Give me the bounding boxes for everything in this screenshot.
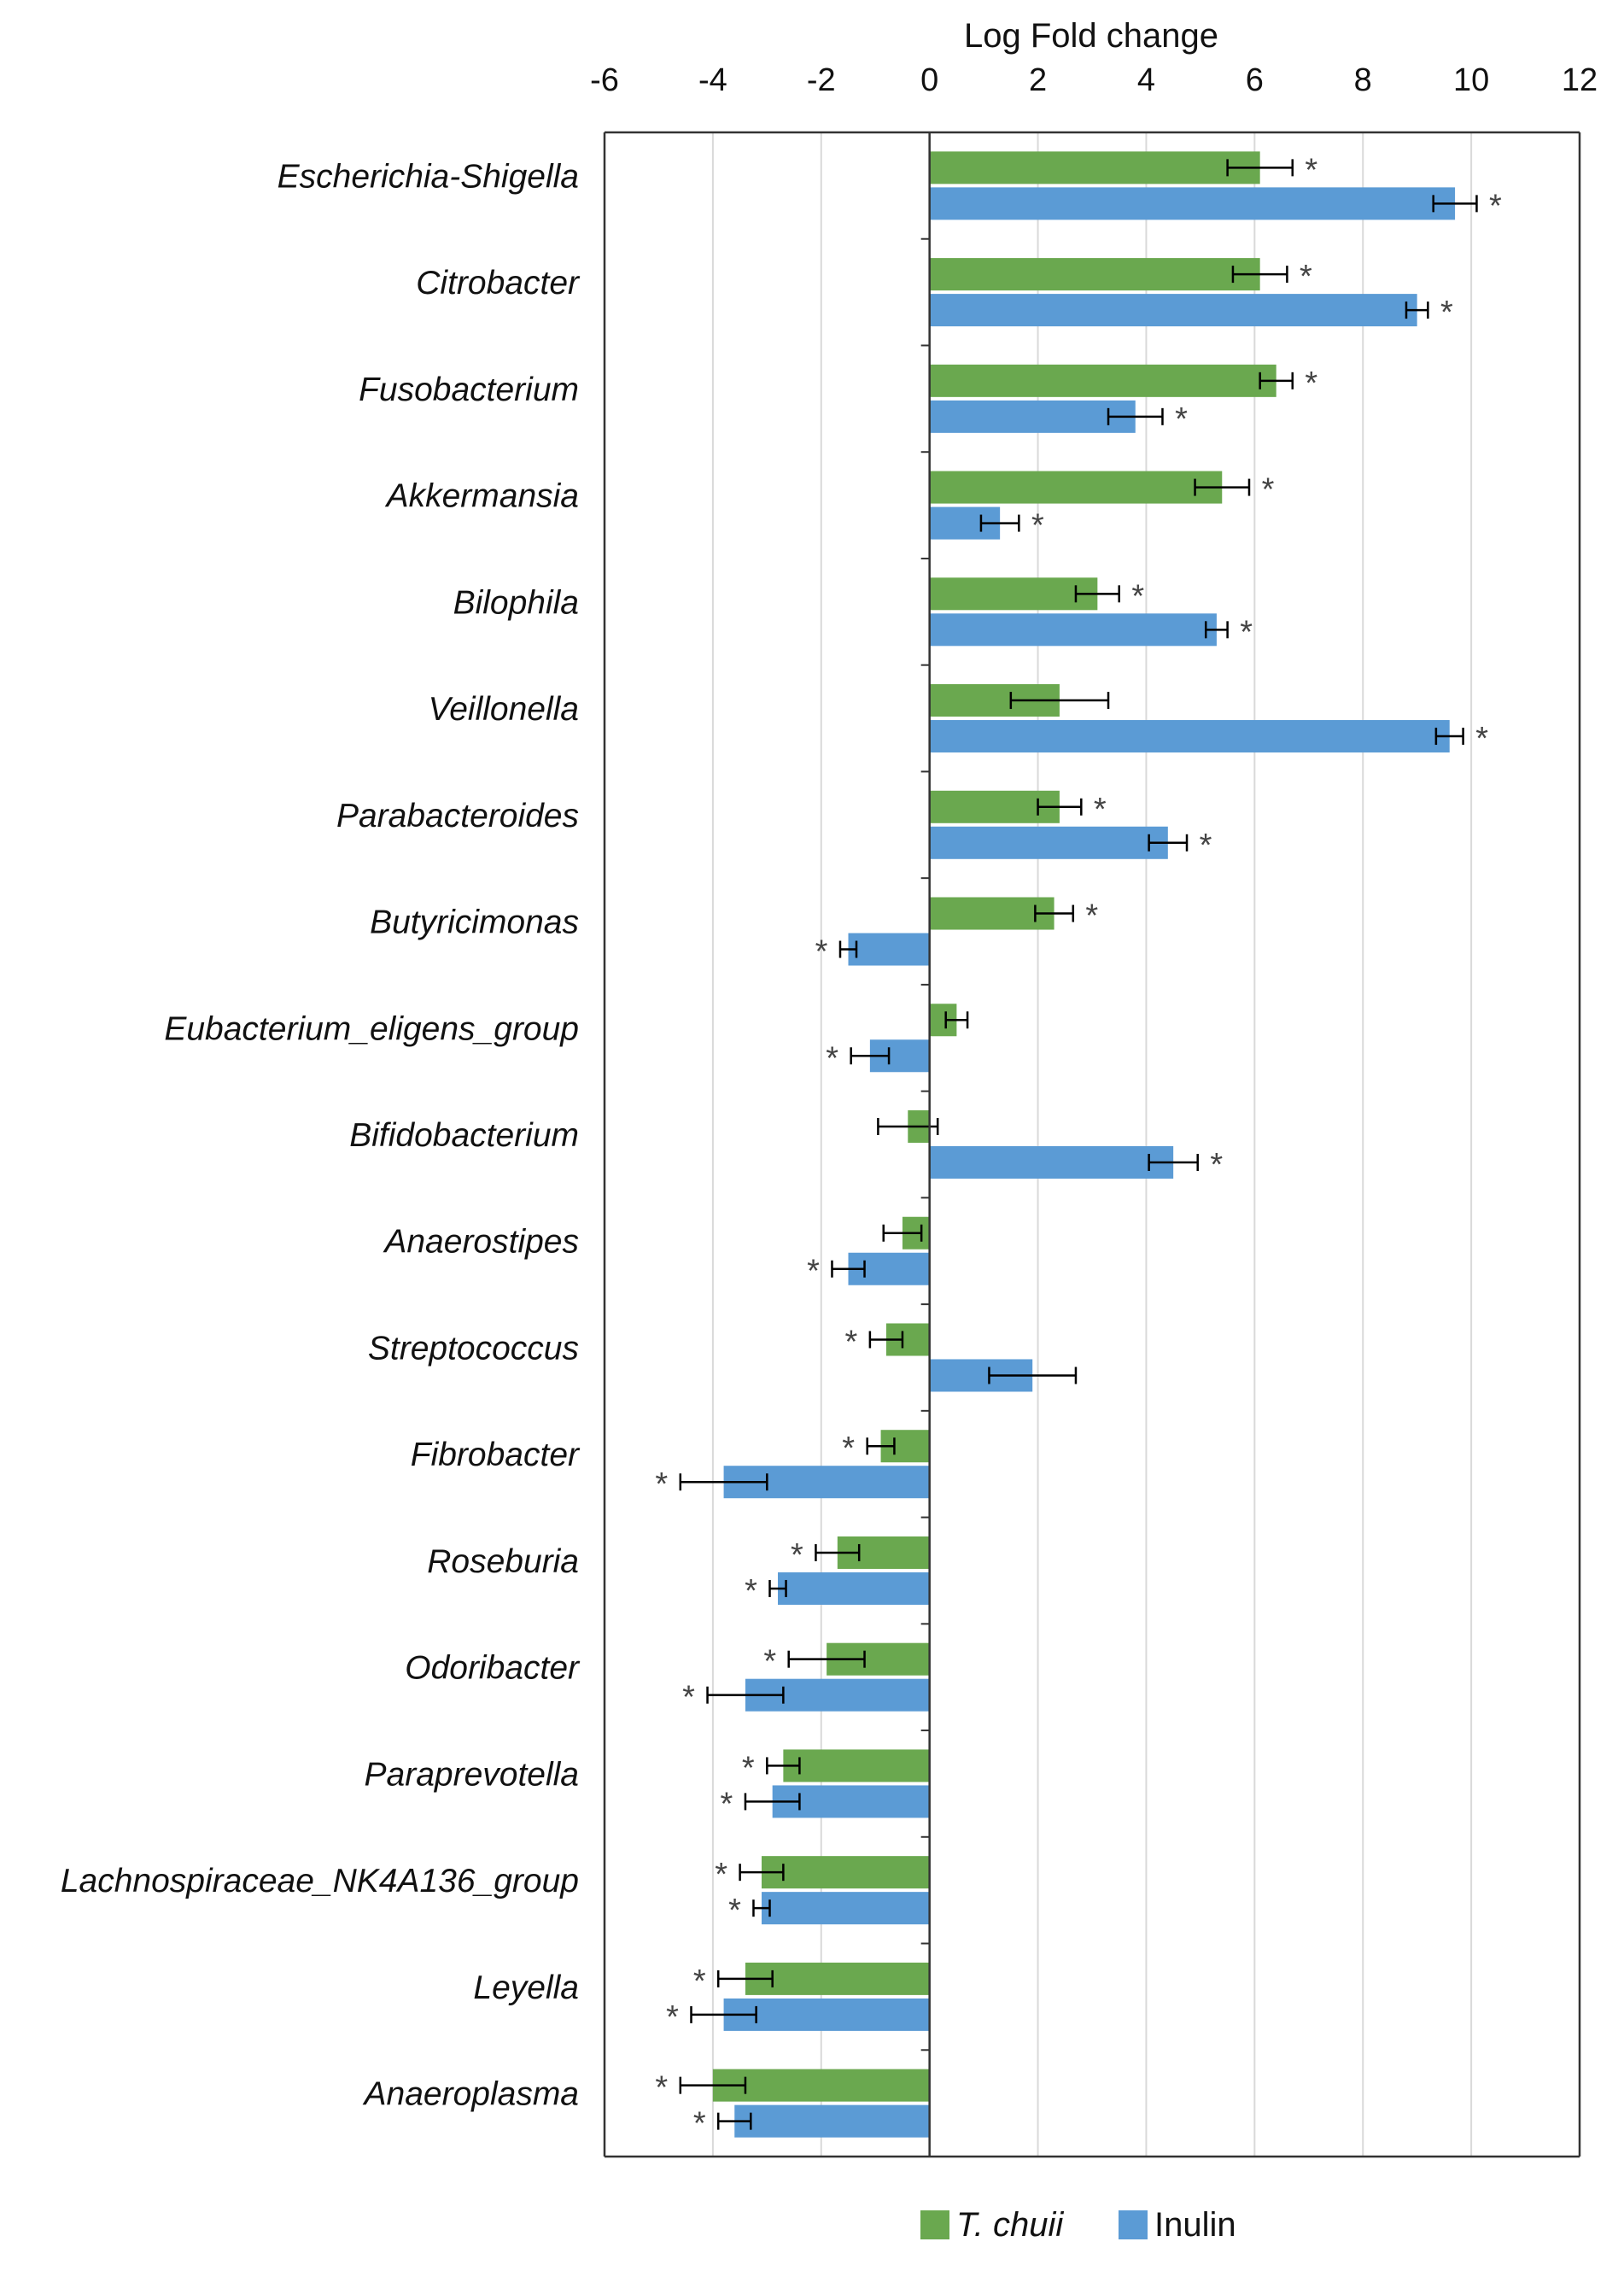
category-label: Eubacterium_eligens_group xyxy=(164,1010,579,1047)
bars: ********************************* xyxy=(655,151,1502,2142)
bar-inulin xyxy=(778,1572,930,1605)
bar-t-chuii xyxy=(761,1856,930,1889)
bar-t-chuii xyxy=(783,1749,930,1782)
significance-marker: * xyxy=(1175,401,1188,437)
significance-marker: * xyxy=(728,1893,741,1929)
significance-marker: * xyxy=(844,1324,857,1360)
x-tick-label: 0 xyxy=(920,62,938,98)
category-label: Escherichia-Shigella xyxy=(277,158,579,195)
significance-marker: * xyxy=(1489,188,1502,224)
significance-marker: * xyxy=(1240,614,1253,650)
significance-marker: * xyxy=(682,1680,695,1716)
legend-swatch-inulin xyxy=(1119,2210,1148,2239)
x-tick-label: 6 xyxy=(1246,62,1264,98)
significance-marker: * xyxy=(842,1431,855,1466)
legend-label-inulin: Inulin xyxy=(1154,2206,1236,2244)
bar-inulin xyxy=(734,2104,930,2138)
category-label: Citrobacter xyxy=(416,265,581,301)
legend-label-t-chuii: T. chuii xyxy=(956,2206,1064,2244)
significance-marker: * xyxy=(693,1964,706,1999)
significance-marker: * xyxy=(1300,259,1312,295)
category-label: Butyricimonas xyxy=(370,904,579,941)
legend-swatch-t-chuii xyxy=(920,2210,949,2239)
significance-marker: * xyxy=(1210,1147,1223,1183)
significance-marker: * xyxy=(655,1466,668,1502)
category-label: Bilophila xyxy=(453,584,579,621)
significance-marker: * xyxy=(815,934,828,970)
significance-marker: * xyxy=(763,1644,776,1680)
significance-marker: * xyxy=(1262,472,1275,508)
significance-marker: * xyxy=(1200,828,1212,863)
bar-inulin xyxy=(929,187,1456,220)
category-label: Fusobacterium xyxy=(359,372,579,408)
category-label: Parabacteroides xyxy=(336,798,579,834)
significance-marker: * xyxy=(715,1857,727,1893)
x-tick-label: 4 xyxy=(1137,62,1155,98)
bar-inulin xyxy=(929,826,1168,859)
significance-marker: * xyxy=(1305,366,1317,401)
significance-marker: * xyxy=(826,1040,838,1076)
significance-marker: * xyxy=(742,1750,755,1786)
category-label: Fibrobacter xyxy=(411,1437,581,1473)
bar-t-chuii xyxy=(929,151,1260,184)
x-tick-label: 8 xyxy=(1354,62,1372,98)
significance-marker: * xyxy=(1085,898,1098,934)
category-label: Akkermansia xyxy=(385,478,579,515)
bar-t-chuii xyxy=(929,577,1098,611)
significance-marker: * xyxy=(1305,152,1317,188)
significance-marker: * xyxy=(1475,721,1488,757)
significance-marker: * xyxy=(655,2070,668,2106)
bar-inulin xyxy=(929,400,1136,433)
x-axis-title: Log Fold change xyxy=(964,17,1218,55)
category-label: Lachnospiraceae_NK4A136_group xyxy=(61,1863,579,1899)
category-label: Paraprevotella xyxy=(365,1756,579,1793)
bar-t-chuii xyxy=(929,258,1260,291)
x-tick-label: -4 xyxy=(698,62,727,98)
axes: -6 -4 -2 0 2 4 6 8 10 12 Escherichia-Shigella Citro… xyxy=(61,62,1598,2158)
bar-t-chuii xyxy=(929,897,1054,930)
significance-marker: * xyxy=(807,1254,820,1290)
bar-inulin xyxy=(761,1892,930,1925)
significance-marker: * xyxy=(693,2106,706,2142)
significance-marker: * xyxy=(1031,508,1044,544)
bar-inulin xyxy=(929,720,1450,753)
bar-t-chuii xyxy=(929,364,1276,397)
category-label: Leyella xyxy=(473,1970,579,2006)
significance-marker: * xyxy=(1131,578,1144,614)
category-label: Bifidobacterium xyxy=(349,1117,579,1154)
bar-inulin xyxy=(929,613,1217,647)
x-tick-label: 12 xyxy=(1562,62,1598,98)
bar-inulin xyxy=(929,1146,1174,1179)
category-label: Streptococcus xyxy=(368,1330,579,1367)
significance-marker: * xyxy=(745,1573,757,1609)
bar-inulin xyxy=(723,1998,930,2031)
x-tick-label: 2 xyxy=(1029,62,1047,98)
x-tick-label: -6 xyxy=(590,62,619,98)
x-tick-label: 10 xyxy=(1453,62,1489,98)
bar-inulin xyxy=(929,294,1417,327)
gridlines xyxy=(711,132,1473,2157)
significance-marker: * xyxy=(1440,295,1453,331)
significance-marker: * xyxy=(666,1999,679,2035)
bar-t-chuii xyxy=(745,1962,930,1995)
legend: T. chuii Inulin xyxy=(920,2206,1236,2244)
category-label: Anaeroplasma xyxy=(363,2076,579,2113)
bar-inulin xyxy=(848,933,930,966)
significance-marker: * xyxy=(791,1537,803,1573)
significance-marker: * xyxy=(1094,792,1107,828)
significance-marker: * xyxy=(721,1786,733,1822)
category-label: Anaerostipes xyxy=(383,1224,579,1261)
bar-t-chuii xyxy=(712,2069,930,2102)
category-label: Veillonella xyxy=(429,691,579,728)
bar-t-chuii xyxy=(929,471,1223,504)
category-label: Odoribacter xyxy=(405,1650,581,1687)
x-tick-label: -2 xyxy=(807,62,836,98)
category-label: Roseburia xyxy=(427,1543,579,1580)
